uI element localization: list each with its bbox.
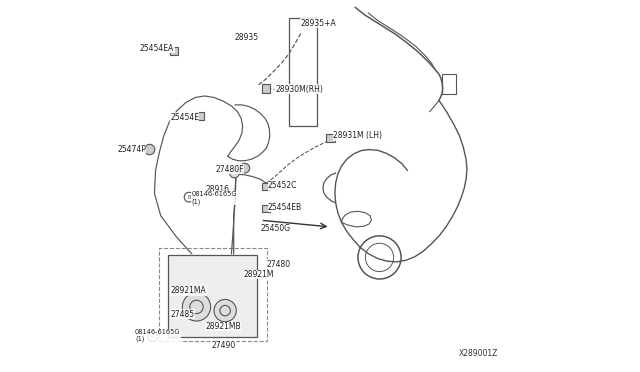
Bar <box>196 112 204 120</box>
Text: 25454E: 25454E <box>170 113 199 122</box>
Text: 28921M: 28921M <box>244 270 275 279</box>
Circle shape <box>214 299 236 322</box>
Text: 27485: 27485 <box>170 310 195 319</box>
Text: 08146-6165G
(1): 08146-6165G (1) <box>135 329 180 342</box>
Text: B: B <box>188 195 191 200</box>
Circle shape <box>184 192 194 202</box>
Circle shape <box>148 332 157 341</box>
Bar <box>442 74 456 94</box>
Text: 25450G: 25450G <box>260 224 291 233</box>
Text: 28930M(RH): 28930M(RH) <box>275 85 323 94</box>
Text: X289001Z: X289001Z <box>459 349 499 358</box>
Text: 27490: 27490 <box>211 341 236 350</box>
Circle shape <box>230 168 239 178</box>
Text: 08146-6165G
(1): 08146-6165G (1) <box>191 191 237 205</box>
Bar <box>159 248 267 341</box>
Bar <box>170 47 178 55</box>
Text: B: B <box>151 334 154 339</box>
Bar <box>289 18 317 126</box>
Bar <box>262 84 270 93</box>
Text: 28921MA: 28921MA <box>170 286 206 295</box>
Text: 28935+A: 28935+A <box>301 19 337 28</box>
Bar <box>326 134 335 142</box>
Text: 28916: 28916 <box>205 185 229 194</box>
Bar <box>262 205 270 212</box>
Text: 27480: 27480 <box>266 260 290 269</box>
Circle shape <box>182 293 211 321</box>
Text: 25454EB: 25454EB <box>268 203 302 212</box>
Circle shape <box>220 305 230 316</box>
Text: 28921MB: 28921MB <box>205 322 241 331</box>
Bar <box>262 183 270 190</box>
Text: 25454EA: 25454EA <box>140 44 174 53</box>
Text: 27480F: 27480F <box>215 165 244 174</box>
Bar <box>168 255 257 337</box>
Text: 28935: 28935 <box>234 33 259 42</box>
Text: 25452C: 25452C <box>268 182 298 190</box>
Circle shape <box>190 300 203 314</box>
Text: 25474P: 25474P <box>117 145 146 154</box>
Circle shape <box>145 144 155 155</box>
Circle shape <box>148 332 157 341</box>
Circle shape <box>240 163 250 173</box>
Text: 28931M (LH): 28931M (LH) <box>333 131 382 140</box>
Circle shape <box>184 193 193 202</box>
